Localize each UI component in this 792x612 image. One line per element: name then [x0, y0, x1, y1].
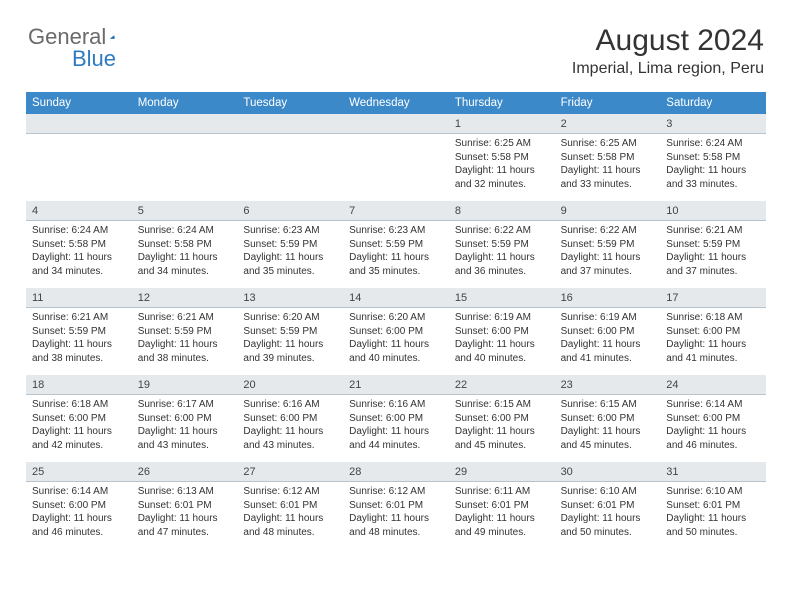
day-data: Sunrise: 6:18 AM Sunset: 6:00 PM Dayligh… [26, 395, 132, 462]
day-number: 13 [237, 288, 343, 307]
day-number: 21 [343, 375, 449, 394]
day-data: Sunrise: 6:19 AM Sunset: 6:00 PM Dayligh… [555, 308, 661, 375]
title-block: August 2024 Imperial, Lima region, Peru [572, 24, 764, 78]
day-data: Sunrise: 6:21 AM Sunset: 5:59 PM Dayligh… [132, 308, 238, 375]
day-number [26, 114, 132, 133]
day-data: Sunrise: 6:10 AM Sunset: 6:01 PM Dayligh… [555, 482, 661, 549]
day-number: 23 [555, 375, 661, 394]
weekday-sunday: Sunday [26, 92, 132, 114]
day-number: 1 [449, 114, 555, 133]
logo-triangle-icon [110, 28, 115, 46]
day-number: 5 [132, 201, 238, 220]
day-data: Sunrise: 6:24 AM Sunset: 5:58 PM Dayligh… [660, 134, 766, 201]
day-data: Sunrise: 6:15 AM Sunset: 6:00 PM Dayligh… [555, 395, 661, 462]
day-number: 10 [660, 201, 766, 220]
day-data: Sunrise: 6:10 AM Sunset: 6:01 PM Dayligh… [660, 482, 766, 549]
day-data: Sunrise: 6:12 AM Sunset: 6:01 PM Dayligh… [237, 482, 343, 549]
day-data-row: Sunrise: 6:18 AM Sunset: 6:00 PM Dayligh… [26, 395, 766, 462]
page-title: August 2024 [572, 24, 764, 58]
day-data: Sunrise: 6:20 AM Sunset: 6:00 PM Dayligh… [343, 308, 449, 375]
day-data: Sunrise: 6:11 AM Sunset: 6:01 PM Dayligh… [449, 482, 555, 549]
weeks-container: 123Sunrise: 6:25 AM Sunset: 5:58 PM Dayl… [26, 114, 766, 549]
day-data [237, 134, 343, 201]
day-data: Sunrise: 6:16 AM Sunset: 6:00 PM Dayligh… [237, 395, 343, 462]
day-data: Sunrise: 6:23 AM Sunset: 5:59 PM Dayligh… [237, 221, 343, 288]
day-number: 16 [555, 288, 661, 307]
header: General Blue August 2024 Imperial, Lima … [0, 0, 792, 86]
day-number: 19 [132, 375, 238, 394]
weekday-saturday: Saturday [660, 92, 766, 114]
day-data-row: Sunrise: 6:21 AM Sunset: 5:59 PM Dayligh… [26, 308, 766, 375]
day-data [26, 134, 132, 201]
day-number-row: 123 [26, 114, 766, 134]
day-number: 30 [555, 462, 661, 481]
day-number: 27 [237, 462, 343, 481]
day-number: 11 [26, 288, 132, 307]
day-data: Sunrise: 6:24 AM Sunset: 5:58 PM Dayligh… [26, 221, 132, 288]
day-data: Sunrise: 6:18 AM Sunset: 6:00 PM Dayligh… [660, 308, 766, 375]
day-number: 28 [343, 462, 449, 481]
day-data: Sunrise: 6:15 AM Sunset: 6:00 PM Dayligh… [449, 395, 555, 462]
day-number: 14 [343, 288, 449, 307]
weekday-header: Sunday Monday Tuesday Wednesday Thursday… [26, 92, 766, 114]
day-data: Sunrise: 6:25 AM Sunset: 5:58 PM Dayligh… [555, 134, 661, 201]
day-data: Sunrise: 6:21 AM Sunset: 5:59 PM Dayligh… [660, 221, 766, 288]
logo-text-blue: Blue [72, 46, 116, 72]
day-data: Sunrise: 6:16 AM Sunset: 6:00 PM Dayligh… [343, 395, 449, 462]
day-number: 2 [555, 114, 661, 133]
day-number: 31 [660, 462, 766, 481]
day-data: Sunrise: 6:22 AM Sunset: 5:59 PM Dayligh… [555, 221, 661, 288]
day-data: Sunrise: 6:12 AM Sunset: 6:01 PM Dayligh… [343, 482, 449, 549]
day-number: 15 [449, 288, 555, 307]
logo: General Blue [28, 24, 138, 50]
location-label: Imperial, Lima region, Peru [572, 60, 764, 78]
day-number: 4 [26, 201, 132, 220]
day-data: Sunrise: 6:23 AM Sunset: 5:59 PM Dayligh… [343, 221, 449, 288]
day-number: 6 [237, 201, 343, 220]
day-data: Sunrise: 6:19 AM Sunset: 6:00 PM Dayligh… [449, 308, 555, 375]
day-number: 12 [132, 288, 238, 307]
day-data: Sunrise: 6:13 AM Sunset: 6:01 PM Dayligh… [132, 482, 238, 549]
day-data-row: Sunrise: 6:25 AM Sunset: 5:58 PM Dayligh… [26, 134, 766, 201]
day-number-row: 25262728293031 [26, 462, 766, 482]
day-number: 25 [26, 462, 132, 481]
day-number-row: 11121314151617 [26, 288, 766, 308]
day-data: Sunrise: 6:22 AM Sunset: 5:59 PM Dayligh… [449, 221, 555, 288]
day-data: Sunrise: 6:20 AM Sunset: 5:59 PM Dayligh… [237, 308, 343, 375]
day-data: Sunrise: 6:25 AM Sunset: 5:58 PM Dayligh… [449, 134, 555, 201]
day-data-row: Sunrise: 6:14 AM Sunset: 6:00 PM Dayligh… [26, 482, 766, 549]
day-number: 26 [132, 462, 238, 481]
day-number: 22 [449, 375, 555, 394]
day-number: 8 [449, 201, 555, 220]
day-data: Sunrise: 6:14 AM Sunset: 6:00 PM Dayligh… [26, 482, 132, 549]
day-number-row: 18192021222324 [26, 375, 766, 395]
day-data: Sunrise: 6:17 AM Sunset: 6:00 PM Dayligh… [132, 395, 238, 462]
day-data: Sunrise: 6:21 AM Sunset: 5:59 PM Dayligh… [26, 308, 132, 375]
day-data-row: Sunrise: 6:24 AM Sunset: 5:58 PM Dayligh… [26, 221, 766, 288]
day-data [132, 134, 238, 201]
weekday-monday: Monday [132, 92, 238, 114]
weekday-thursday: Thursday [449, 92, 555, 114]
day-number-row: 45678910 [26, 201, 766, 221]
weekday-wednesday: Wednesday [343, 92, 449, 114]
day-number: 24 [660, 375, 766, 394]
day-number: 9 [555, 201, 661, 220]
weekday-tuesday: Tuesday [237, 92, 343, 114]
day-number: 3 [660, 114, 766, 133]
calendar: Sunday Monday Tuesday Wednesday Thursday… [26, 92, 766, 549]
day-data [343, 134, 449, 201]
weekday-friday: Friday [555, 92, 661, 114]
day-number: 7 [343, 201, 449, 220]
day-number: 20 [237, 375, 343, 394]
day-number: 18 [26, 375, 132, 394]
day-data: Sunrise: 6:14 AM Sunset: 6:00 PM Dayligh… [660, 395, 766, 462]
day-number: 17 [660, 288, 766, 307]
day-number [237, 114, 343, 133]
day-data: Sunrise: 6:24 AM Sunset: 5:58 PM Dayligh… [132, 221, 238, 288]
day-number [343, 114, 449, 133]
day-number: 29 [449, 462, 555, 481]
day-number [132, 114, 238, 133]
